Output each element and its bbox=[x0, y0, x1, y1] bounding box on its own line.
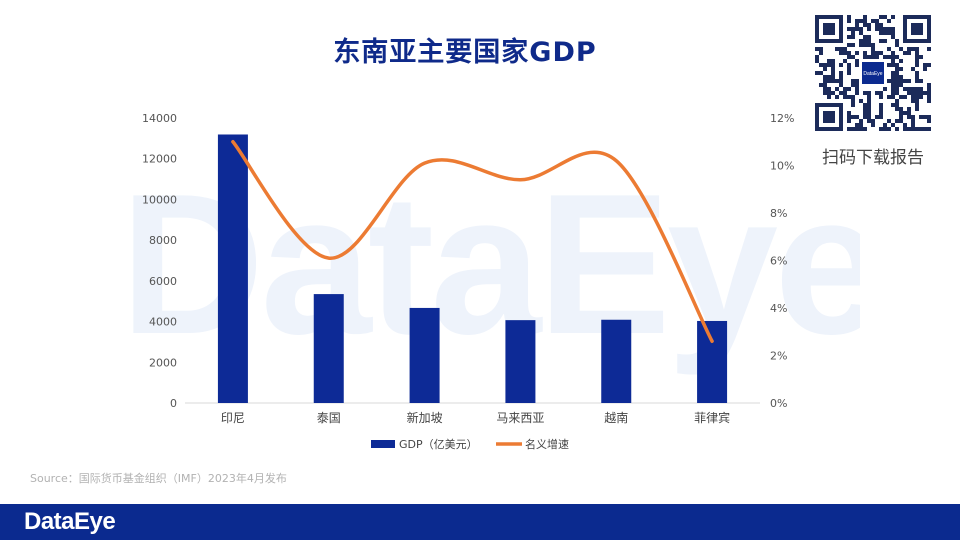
x-tick-label: 菲律宾 bbox=[694, 410, 730, 425]
y-left-tick-label: 10000 bbox=[142, 193, 177, 206]
qr-code[interactable]: DataEye bbox=[815, 15, 931, 131]
x-tick-label: 印尼 bbox=[221, 411, 245, 425]
y-right-tick-label: 8% bbox=[770, 207, 787, 220]
gdp-bar bbox=[505, 320, 536, 403]
y-right-tick-label: 0% bbox=[770, 397, 787, 410]
growth-line bbox=[231, 140, 714, 343]
qr-logo bbox=[862, 62, 884, 84]
legend-bar-label: GDP（亿美元） bbox=[399, 438, 478, 451]
footer-logo: DataEye bbox=[24, 508, 116, 535]
chart: 0 2000 4000 6000 8000 10000 12000 14000 0% 2% 4% 6%… bbox=[142, 112, 794, 451]
source-note: Source：国际货币基金组织（IMF）2023年4月发布 bbox=[30, 472, 287, 485]
y-left-tick-label: 14000 bbox=[142, 112, 177, 125]
gdp-bar bbox=[409, 307, 440, 403]
legend-bar-swatch bbox=[371, 440, 395, 448]
legend-line-label: 名义增速 bbox=[525, 437, 569, 451]
footer-bar: DataEye bbox=[0, 504, 960, 540]
y-right-tick-label: 2% bbox=[770, 350, 787, 363]
y-left-tick-label: 0 bbox=[170, 397, 177, 410]
y-left-tick-label: 8000 bbox=[149, 234, 177, 247]
y-right-tick-label: 12% bbox=[770, 112, 794, 125]
y-left-tick-label: 6000 bbox=[149, 275, 177, 288]
y-right-tick-label: 4% bbox=[770, 302, 787, 315]
gdp-bar bbox=[217, 134, 248, 403]
y-right-tick-label: 10% bbox=[770, 160, 794, 173]
x-tick-label: 泰国 bbox=[317, 411, 341, 425]
y-right-tick-label: 6% bbox=[770, 255, 787, 268]
y-left-tick-label: 4000 bbox=[149, 316, 177, 329]
chart-title: 东南亚主要国家GDP bbox=[333, 37, 597, 68]
qr-logo-label: DataEye bbox=[863, 71, 882, 77]
gdp-bar bbox=[697, 320, 728, 403]
y-left-tick-label: 12000 bbox=[142, 153, 177, 166]
y-left-tick-label: 2000 bbox=[149, 356, 177, 369]
x-tick-label: 新加坡 bbox=[407, 410, 443, 425]
x-tick-label: 马来西亚 bbox=[496, 411, 544, 425]
x-tick-label: 越南 bbox=[604, 410, 628, 425]
qr-caption: 扫码下载报告 bbox=[822, 148, 924, 168]
gdp-bar bbox=[313, 294, 344, 403]
gdp-bar bbox=[601, 319, 632, 403]
